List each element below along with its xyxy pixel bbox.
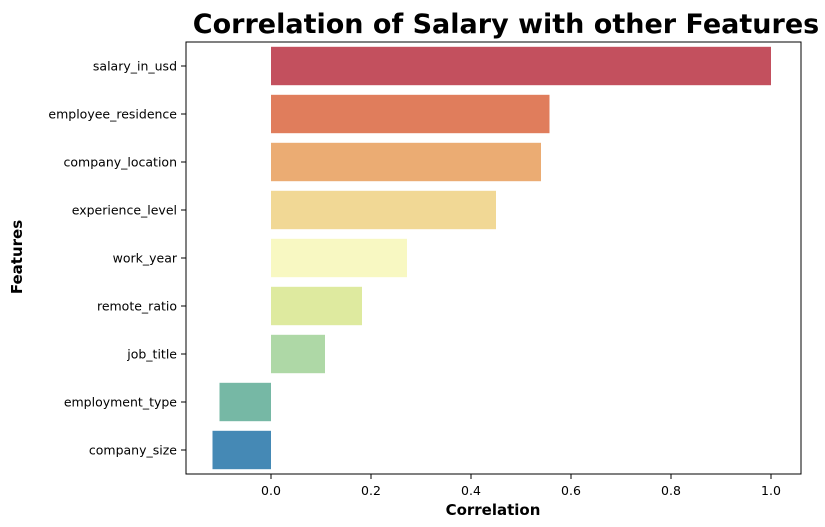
y-axis-ticks: salary_in_usd employee_residence company_l… (48, 59, 186, 458)
x-tick-label: 0.0 (261, 483, 281, 498)
y-tick-label: company_size (89, 443, 177, 458)
x-tick-label: 0.8 (661, 483, 681, 498)
bar-employee-residence (271, 94, 550, 134)
bar-company-size (212, 430, 271, 470)
y-tick-label: work_year (113, 251, 178, 266)
bar-remote-ratio (271, 286, 362, 326)
y-tick-label: employment_type (64, 395, 177, 410)
bar-employment-type (219, 382, 271, 422)
x-tick-label: 0.4 (461, 483, 481, 498)
x-tick-label: 1.0 (761, 483, 781, 498)
x-axis-label: Correlation (446, 501, 541, 519)
bar-work-year (271, 238, 407, 278)
y-tick-label: salary_in_usd (93, 59, 177, 74)
bar-company-location (271, 142, 541, 182)
y-tick-label: experience_level (72, 203, 177, 218)
y-axis-label: Features (8, 220, 26, 294)
y-tick-label: remote_ratio (97, 299, 177, 314)
chart-title: Correlation of Salary with other Feature… (193, 9, 819, 40)
bars-group (212, 46, 771, 470)
y-tick-label: job_title (126, 347, 177, 362)
x-tick-label: 0.2 (361, 483, 381, 498)
bar-salary-in-usd (271, 46, 771, 86)
y-tick-label: company_location (64, 155, 177, 170)
bar-experience-level (271, 190, 496, 230)
x-tick-label: 0.6 (561, 483, 581, 498)
y-tick-label: employee_residence (48, 107, 177, 122)
bar-job-title (271, 334, 325, 374)
x-axis-ticks: 0.0 0.2 0.4 0.6 0.8 1.0 (261, 474, 781, 498)
